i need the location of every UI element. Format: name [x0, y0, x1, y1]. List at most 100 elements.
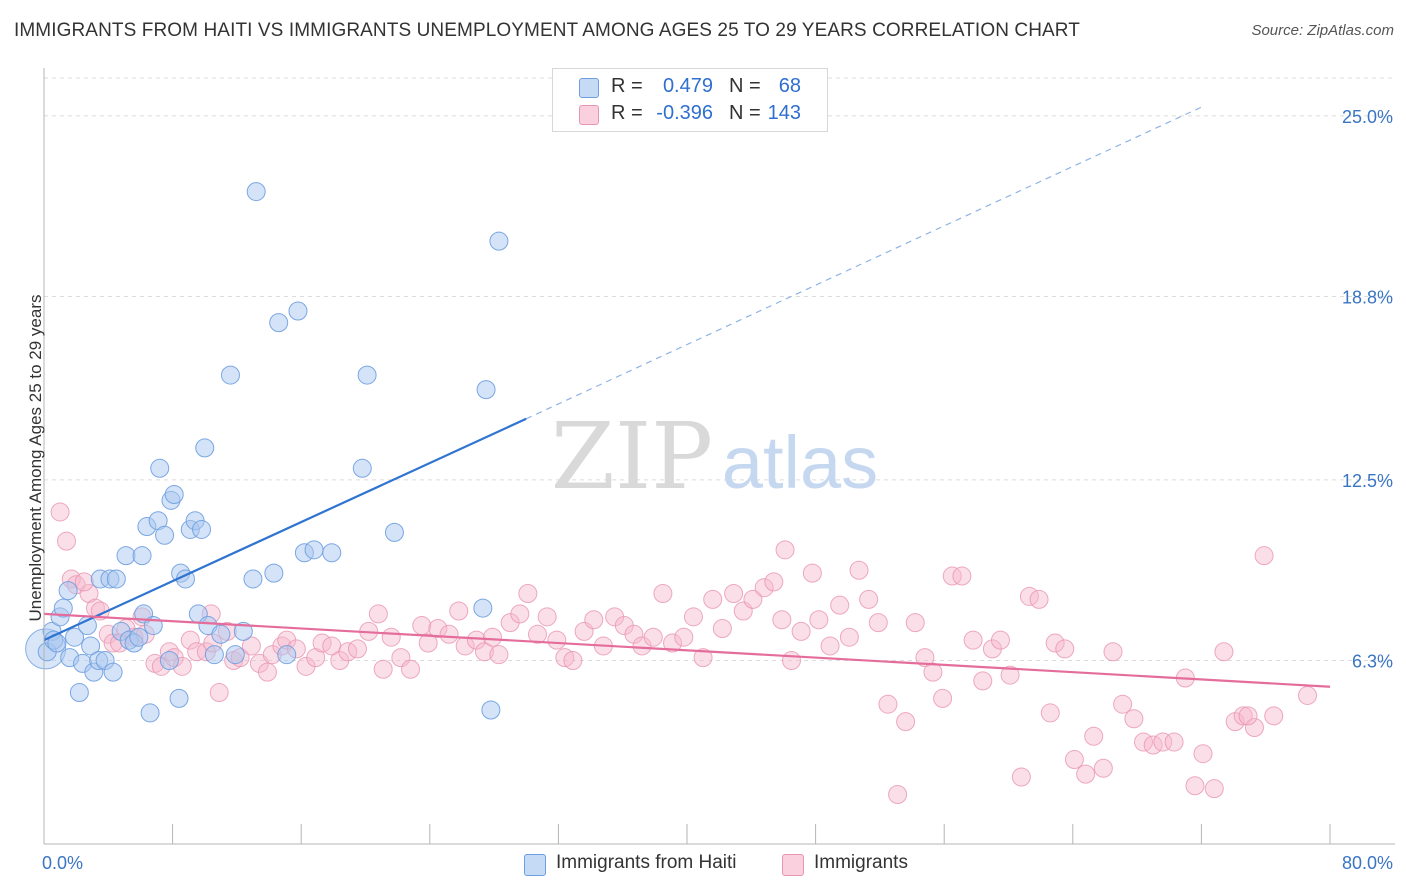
pink-point	[1264, 706, 1284, 726]
pink-point	[878, 694, 898, 714]
pink-point	[952, 566, 972, 586]
blue-point	[476, 380, 496, 400]
blue-series-points	[25, 182, 509, 723]
pink-point	[1040, 703, 1060, 723]
pink-point	[428, 618, 448, 638]
legend-r-value: -0.396	[656, 102, 713, 124]
legend-label-haiti: Immigrants from Haiti	[556, 852, 737, 873]
pink-point	[1124, 709, 1144, 729]
pink-point	[1093, 758, 1113, 778]
pink-point	[1164, 732, 1184, 752]
x-tick-label: 80.0%	[1342, 853, 1393, 873]
blue-trend-extension	[525, 106, 1202, 420]
legend-label-immigrants: Immigrants	[814, 852, 908, 873]
blue-point	[304, 540, 324, 560]
pink-point	[368, 604, 388, 624]
pink-point	[896, 712, 916, 732]
pink-point	[347, 639, 367, 659]
blue-point	[53, 598, 73, 618]
pink-point	[418, 633, 438, 653]
pink-point	[1185, 776, 1205, 796]
pink-point	[724, 584, 744, 604]
pink-point	[518, 584, 538, 604]
pink-point	[1297, 685, 1317, 705]
pink-point	[537, 607, 557, 627]
blue-point	[243, 569, 263, 589]
legend-swatch-immigrants	[782, 854, 804, 876]
pink-point	[963, 630, 983, 650]
pink-point	[412, 616, 432, 636]
pink-point	[257, 662, 277, 682]
pink-point	[830, 595, 850, 615]
blue-point	[81, 636, 101, 656]
pink-point	[674, 627, 694, 647]
blue-point	[65, 627, 85, 647]
pink-point	[990, 630, 1010, 650]
pink-point	[1084, 726, 1104, 746]
pink-point	[449, 601, 469, 621]
y-axis-label: Unemployment Among Ages 25 to 29 years	[26, 294, 45, 622]
blue-point	[473, 598, 493, 618]
pink-point	[905, 613, 925, 633]
pink-point	[809, 610, 829, 630]
legend-n-value: 68	[778, 75, 801, 97]
pink-point	[942, 566, 962, 586]
pink-point	[1193, 744, 1213, 764]
axes	[43, 68, 1395, 845]
pink-point	[1011, 767, 1031, 787]
blue-point	[357, 365, 377, 385]
pink-point	[839, 627, 859, 647]
blue-point	[106, 569, 126, 589]
blue-point	[164, 484, 184, 504]
pink-point	[663, 633, 683, 653]
pink-point	[306, 648, 326, 668]
pink-point	[743, 589, 763, 609]
pink-point	[1113, 694, 1133, 714]
pink-point	[703, 589, 723, 609]
y-tick-label: 12.5%	[1342, 471, 1393, 491]
blue-point	[225, 645, 245, 665]
pink-point	[74, 572, 94, 592]
blue-point	[277, 645, 297, 665]
y-tick-label: 25.0%	[1342, 107, 1393, 127]
pink-point	[764, 572, 784, 592]
pink-point	[1204, 779, 1224, 799]
pink-point	[1238, 706, 1258, 726]
pink-point	[754, 578, 774, 598]
pink-point	[584, 610, 604, 630]
pink-point	[802, 563, 822, 583]
blue-point	[58, 581, 78, 601]
series-legend: Immigrants from Haiti Immigrants	[0, 852, 1406, 876]
pink-point	[528, 624, 548, 644]
pink-point	[820, 636, 840, 656]
pink-point	[1244, 717, 1264, 737]
blue-point	[481, 700, 501, 720]
pink-point	[933, 688, 953, 708]
blue-point	[129, 627, 149, 647]
blue-point	[322, 543, 342, 563]
legend-swatch-haiti	[579, 78, 599, 98]
blue-point	[288, 301, 308, 321]
pink-point	[859, 589, 879, 609]
pink-point	[1055, 639, 1075, 659]
pink-point	[1233, 706, 1253, 726]
pink-point	[510, 604, 530, 624]
blue-point	[204, 645, 224, 665]
pink-point	[693, 648, 713, 668]
blue-point	[352, 458, 372, 478]
blue-point	[211, 624, 231, 644]
legend-r-label: R =	[611, 102, 643, 124]
blue-point	[195, 438, 215, 458]
pink-point	[373, 659, 393, 679]
blue-point	[150, 458, 170, 478]
pink-point	[1254, 546, 1274, 566]
pink-point	[180, 630, 200, 650]
blue-point	[269, 313, 289, 333]
pink-point	[915, 648, 935, 668]
pink-point	[1103, 642, 1123, 662]
legend-swatch-haiti	[524, 854, 546, 876]
blue-point	[103, 662, 123, 682]
blue-point	[384, 522, 404, 542]
pink-point	[466, 630, 486, 650]
